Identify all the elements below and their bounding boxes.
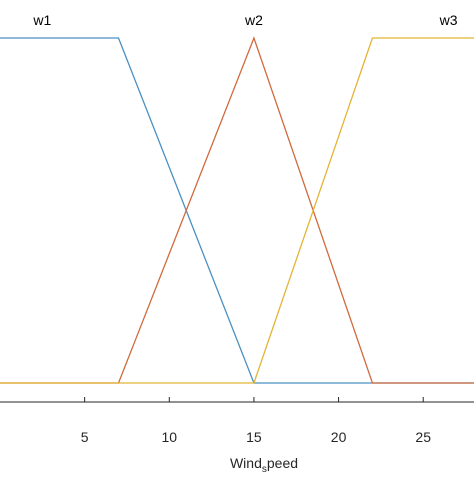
series-line-w2	[0, 36, 474, 384]
series-label-w3: w3	[439, 12, 458, 28]
series-line-w3	[0, 37, 474, 384]
x-ticks: 5 10 15 20 25	[81, 397, 431, 445]
x-tick-label-5: 5	[81, 429, 89, 445]
x-tick-label-25: 25	[415, 429, 431, 445]
series-label-w1: w1	[32, 12, 51, 28]
x-axis-label-part-1: Wind	[230, 455, 262, 471]
x-tick-label-15: 15	[246, 429, 262, 445]
x-axis-label-part-2: s	[262, 464, 267, 474]
series-label-w2: w2	[244, 12, 263, 28]
series-line-w1	[0, 37, 474, 384]
x-tick-label-20: 20	[331, 429, 347, 445]
series-layer	[0, 36, 474, 384]
x-axis-label: Windspeed	[230, 455, 298, 474]
x-tick-label-10: 10	[161, 429, 177, 445]
x-axis-label-part-3: peed	[267, 455, 298, 471]
series-labels: w1 w2 w3	[32, 12, 457, 28]
